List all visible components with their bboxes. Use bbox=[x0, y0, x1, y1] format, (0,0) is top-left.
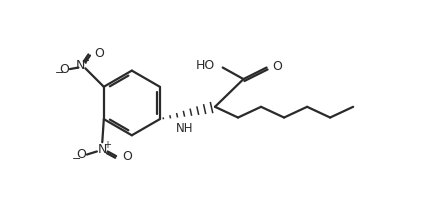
Text: O: O bbox=[94, 47, 104, 60]
Text: −: − bbox=[55, 68, 64, 78]
Text: +: + bbox=[103, 140, 111, 150]
Text: O: O bbox=[272, 60, 282, 73]
Text: O: O bbox=[59, 63, 69, 76]
Text: HO: HO bbox=[196, 59, 215, 72]
Text: −: − bbox=[72, 154, 82, 164]
Text: N: N bbox=[76, 59, 86, 72]
Text: +: + bbox=[80, 56, 89, 66]
Text: NH: NH bbox=[175, 122, 193, 135]
Text: O: O bbox=[76, 148, 86, 161]
Text: O: O bbox=[122, 150, 132, 163]
Text: N: N bbox=[98, 143, 107, 156]
